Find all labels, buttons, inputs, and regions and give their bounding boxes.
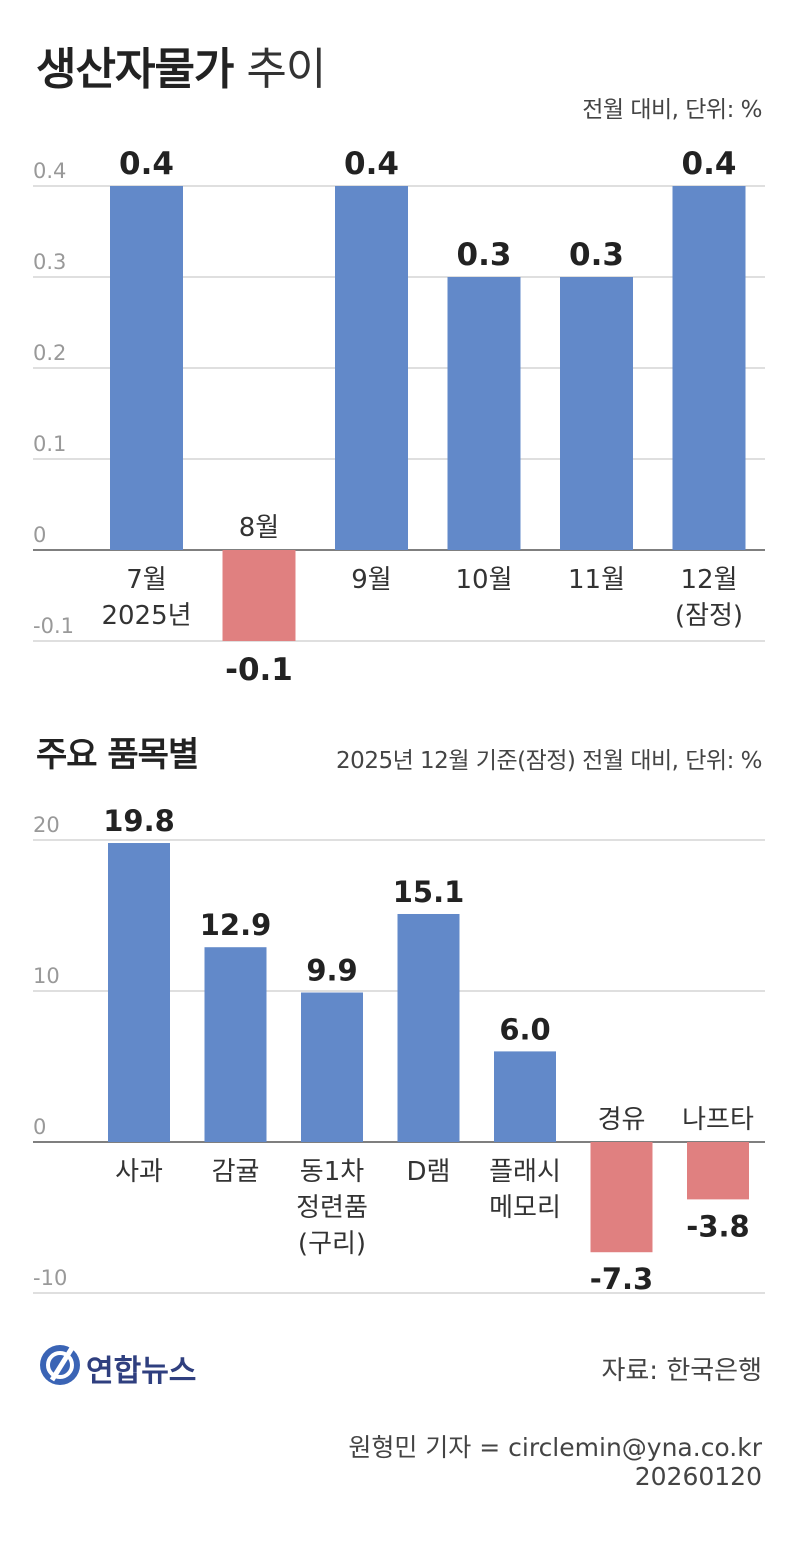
y-tick-label: 0.1 (33, 432, 66, 456)
bar (672, 186, 746, 550)
y-tick-label: -10 (33, 1266, 67, 1290)
category-label: 11월 (568, 565, 625, 595)
logo-text: 연합뉴스 (86, 1354, 197, 1389)
reporter-credit: 원형민 기자 = circlemin@yna.co.kr (348, 1433, 762, 1462)
data-label: 6.0 (499, 1012, 550, 1046)
title-normal: 추이 (246, 44, 326, 95)
data-label: 0.3 (569, 237, 624, 273)
category-label: 2025년 (101, 601, 191, 631)
bar (590, 1142, 653, 1253)
chart1-unit: 전월 대비, 단위: % (582, 97, 762, 123)
category-label: 플래시 (489, 1157, 561, 1187)
bar (301, 992, 363, 1142)
y-tick-label: 10 (33, 964, 60, 988)
chart1-svg: 0.4 0.3 0.2 0.1 0 -0.1 0.4 7월 2025년 -0.1 8월 0.4 9월 0.… (33, 146, 765, 688)
category-label: (잠정) (675, 601, 743, 631)
bar (447, 277, 521, 550)
data-label: 19.8 (103, 804, 175, 838)
category-label: (구리) (298, 1229, 366, 1259)
category-label: D램 (407, 1157, 451, 1187)
y-tick-label: 0.3 (33, 250, 66, 274)
data-label: 0.4 (682, 146, 737, 182)
data-label: 0.4 (344, 146, 399, 182)
data-label: -3.8 (686, 1209, 749, 1243)
source-note: 자료: 한국은행 (601, 1356, 762, 1386)
data-label: 0.3 (457, 237, 512, 273)
category-label: 동1차 (300, 1157, 364, 1187)
category-label: 나프타 (682, 1105, 754, 1135)
publish-date: 20260120 (634, 1462, 762, 1491)
data-label: -0.1 (225, 652, 293, 688)
bar (110, 186, 183, 550)
title-bold: 생산자물가 (36, 44, 234, 95)
logo-icon (40, 1345, 80, 1385)
data-label: 9.9 (306, 954, 357, 988)
chart2-unit: 2025년 12월 기준(잠정) 전월 대비, 단위: % (336, 748, 762, 774)
bar (335, 186, 408, 550)
bar (204, 947, 267, 1142)
data-label: 0.4 (119, 146, 174, 182)
y-tick-label: 0 (33, 1115, 46, 1139)
category-label: 9월 (351, 565, 391, 595)
category-label: 메모리 (489, 1193, 561, 1223)
bar (494, 1051, 556, 1142)
category-label: 정련품 (296, 1193, 368, 1223)
y-tick-label: 0.4 (33, 159, 66, 183)
bar (687, 1142, 749, 1200)
category-label: 12월 (680, 565, 737, 595)
category-label: 경유 (598, 1105, 646, 1135)
section2-title: 주요 품목별 (36, 735, 199, 775)
chart-title: 생산자물가 추이 (36, 40, 326, 100)
category-label: 7월 (126, 565, 166, 595)
bar (397, 913, 460, 1142)
yonhap-logo: 연합뉴스 (38, 1340, 228, 1390)
category-label: 8월 (239, 513, 279, 543)
data-label: -7.3 (590, 1262, 653, 1296)
y-tick-label: 20 (33, 813, 60, 837)
bar (560, 277, 633, 550)
bar (108, 843, 170, 1142)
category-label: 사과 (115, 1157, 163, 1187)
category-label: 감귤 (212, 1157, 260, 1187)
data-label: 12.9 (200, 908, 272, 942)
bar (222, 550, 296, 641)
y-tick-label: -0.1 (33, 614, 74, 638)
category-label: 10월 (455, 565, 512, 595)
y-tick-label: 0.2 (33, 341, 66, 365)
y-tick-label: 0 (33, 523, 46, 547)
data-label: 15.1 (393, 875, 465, 909)
